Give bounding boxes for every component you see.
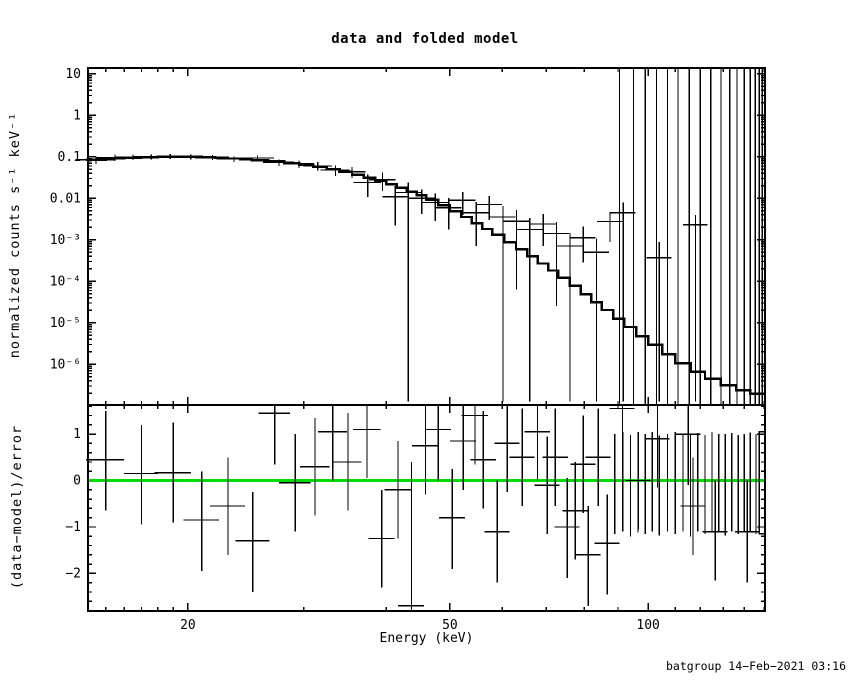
x-tick-label: 50 — [442, 618, 458, 633]
y-tick-label: 0.01 — [50, 191, 81, 206]
y-tick-label: 10 — [65, 67, 81, 82]
x-tick-label: 100 — [636, 618, 659, 633]
page-title: data and folded model — [331, 31, 519, 47]
residual-end-box — [758, 431, 766, 535]
y-tick-label: −2 — [65, 566, 81, 581]
y-tick-label: −1 — [65, 520, 81, 535]
bottom-panel-frame — [87, 404, 766, 612]
y-tick-label: 10⁻³ — [50, 233, 81, 248]
y-tick-label: 1 — [73, 427, 81, 442]
y-tick-label: 10⁻⁵ — [50, 316, 81, 331]
y-tick-label: 10⁻⁶ — [50, 357, 81, 372]
x-tick-label: 20 — [180, 618, 196, 633]
folded-model-step-line — [86, 155, 767, 398]
timestamp-credit: batgroup 14−Feb−2021 03:16 — [665, 659, 846, 673]
x-axis-label: Energy (keV) — [379, 631, 474, 646]
y-tick-label: 0 — [73, 474, 81, 489]
y-tick-label: 1 — [73, 108, 81, 123]
y-tick-label: 0.1 — [58, 150, 81, 165]
y-tick-label: 10⁻⁴ — [50, 274, 81, 289]
